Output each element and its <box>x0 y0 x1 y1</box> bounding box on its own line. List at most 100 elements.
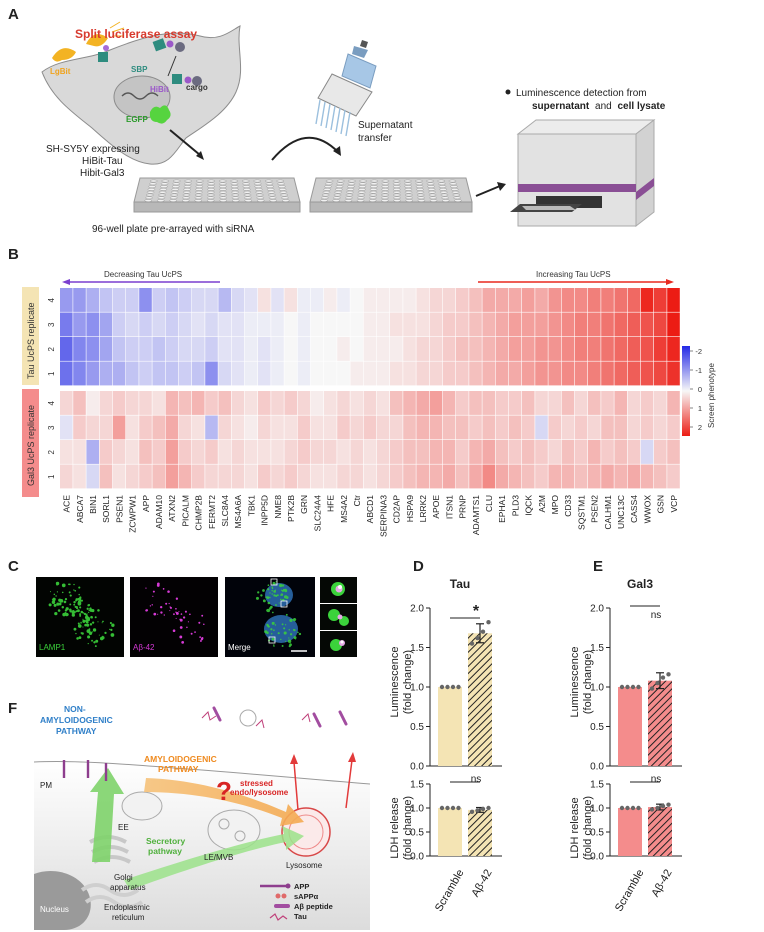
plate-well <box>381 199 389 202</box>
heatmap-cell <box>86 391 99 415</box>
gal3-ldh-datapoint <box>630 805 636 811</box>
panel-letter-e: E <box>593 558 604 575</box>
tau-ldh-datapoint <box>439 805 445 811</box>
heatmap-cell <box>640 440 654 464</box>
replicate-label: 2 <box>47 449 56 454</box>
heatmap-cell <box>442 391 456 415</box>
heatmap-cell <box>337 391 350 415</box>
plate-well <box>368 199 377 202</box>
plate-well <box>429 196 437 200</box>
fluorescent-puncta <box>267 601 271 605</box>
fluorescent-puncta <box>69 594 72 597</box>
plate-well <box>404 193 413 197</box>
heatmap-cell <box>258 464 271 489</box>
fluorescent-puncta <box>68 583 70 586</box>
heatmap-cell <box>139 288 152 312</box>
cell-line-label-1: SH-SY5Y expressing <box>46 144 140 155</box>
plate-well <box>182 190 191 194</box>
fluorescent-puncta <box>173 613 175 616</box>
heatmap-cell <box>258 312 271 337</box>
plate-well <box>207 185 215 188</box>
heatmap-cell <box>640 312 654 337</box>
heatmap-cell <box>350 391 363 415</box>
heatmap-cell <box>508 288 522 312</box>
dna-icon <box>121 92 159 100</box>
pm-label: PM <box>40 781 52 790</box>
gene-label: NME8 <box>273 495 283 519</box>
fluorescent-puncta <box>175 607 177 610</box>
heatmap-cell <box>416 288 429 312</box>
fluorescent-puncta <box>186 626 188 629</box>
fluorescent-puncta <box>273 645 275 647</box>
plate-well <box>369 196 377 200</box>
cargo-icon-2 <box>192 76 202 86</box>
heatmap-cell <box>165 361 179 386</box>
tau-extracellular <box>201 711 311 729</box>
plate-well <box>183 188 192 191</box>
heatmap-cell <box>112 288 126 312</box>
heatmap-cell <box>469 415 482 440</box>
gene-label: HFE <box>326 495 336 512</box>
heatmap-cell <box>178 415 192 440</box>
fluorescent-puncta <box>285 641 287 643</box>
heatmap-cell <box>588 288 601 312</box>
plate-well <box>207 193 215 197</box>
tau-ldh-datapoint <box>469 809 475 815</box>
heatmap-cell <box>376 391 390 415</box>
heatmap-cell <box>469 312 482 337</box>
gal3-xtick-scramble: Scramble <box>613 868 647 914</box>
plate-well <box>157 196 166 200</box>
heatmap-cell <box>86 312 99 337</box>
fluorescent-puncta <box>78 636 82 640</box>
plate-well <box>149 182 157 186</box>
legend-sapp: sAPPα <box>294 892 319 901</box>
tau-luminescence-bar-abeta <box>468 633 492 766</box>
cell-line-label-2: HiBit-Tau <box>82 156 123 167</box>
plate-well <box>181 199 190 202</box>
heatmap-cell <box>99 337 113 361</box>
gene-label: Ctr <box>352 495 362 507</box>
heatmap-cell <box>244 312 258 337</box>
plate-well <box>243 190 252 194</box>
heatmap-cell <box>522 391 535 415</box>
heatmap-cell <box>403 337 416 361</box>
gal3-luminescence-datapoint <box>660 675 666 680</box>
plate-well <box>336 179 345 183</box>
heatmap-cell <box>495 337 509 361</box>
fluorescent-puncta <box>76 637 79 640</box>
heatmap-cell <box>231 391 245 415</box>
lgbit-label: LgBit <box>50 67 71 76</box>
gene-label: PSEN2 <box>590 495 600 523</box>
heatmap-cell <box>469 361 482 386</box>
cell-cytoplasm <box>34 761 370 930</box>
detect-label-1: Luminescence detection from <box>516 88 647 99</box>
panel-letter-b: B <box>8 246 19 263</box>
heatmap-cell <box>284 391 297 415</box>
plate-label: 96-well plate pre-arrayed with siRNA <box>92 224 255 235</box>
zoom-insets <box>320 577 357 657</box>
heatmap-cell <box>73 361 86 386</box>
fluorescent-puncta <box>257 591 260 594</box>
heatmap-cell <box>99 288 113 312</box>
heatmap-cell <box>271 312 284 337</box>
fluorescent-puncta <box>293 636 297 640</box>
amyloid-label-2: PATHWAY <box>158 764 199 774</box>
heatmap-cell <box>429 391 443 415</box>
plate-well <box>450 188 459 191</box>
heatmap-cell <box>390 415 403 440</box>
tau-luminescence-chart: 0.0 0.5 1.0 1.5 2.0 <box>410 604 502 773</box>
plate-well <box>207 188 215 191</box>
heatmap-cell <box>310 464 324 489</box>
secretory-arrow-up <box>90 768 124 862</box>
fluorescent-puncta <box>88 628 91 631</box>
fluorescent-puncta <box>293 618 296 620</box>
heatmap-cell <box>297 464 311 489</box>
heatmap-cell <box>376 464 390 489</box>
hibit-icon-2 <box>184 76 192 84</box>
fluorescent-puncta <box>163 614 165 616</box>
detect-cell-lysate: cell lysate <box>617 101 665 112</box>
plate-well <box>415 179 423 183</box>
heatmap-cell <box>548 312 561 337</box>
heatmap-cell <box>390 337 403 361</box>
heatmap-cell <box>416 440 429 464</box>
